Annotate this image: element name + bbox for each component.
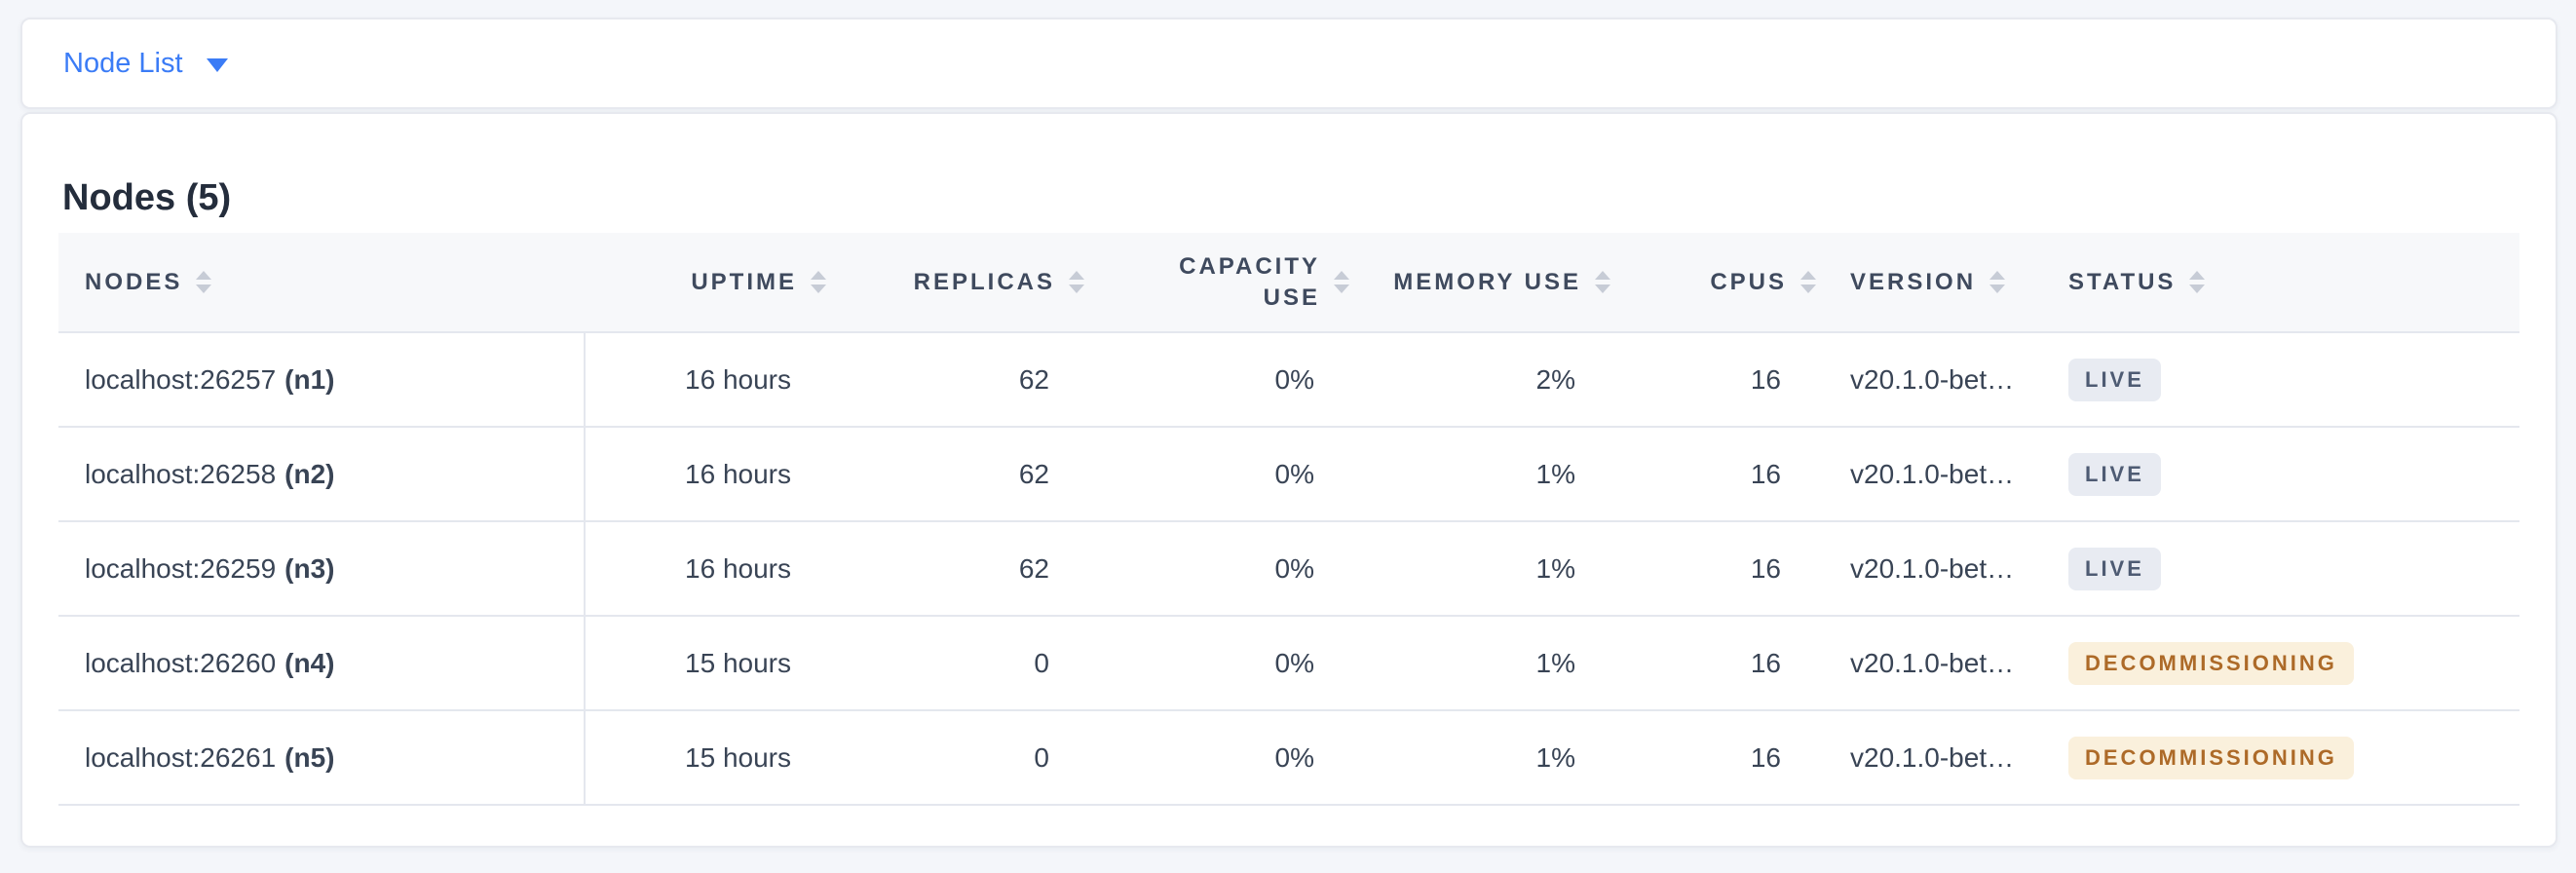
table-row[interactable]: localhost:26257 (n1) 16 hours 62 0% 2% 16… — [58, 332, 2519, 428]
cpus-value: 16 — [1610, 332, 1816, 428]
status-cell: LIVE — [2034, 332, 2519, 428]
capacity-use-value: 0% — [1084, 521, 1349, 617]
column-header-replicas[interactable]: Replicas — [826, 233, 1084, 333]
capacity-use-value: 0% — [1084, 710, 1349, 806]
node-list-dropdown-label: Node List — [63, 47, 183, 79]
table-row[interactable]: localhost:26260 (n4) 15 hours 0 0% 1% 16 … — [58, 616, 2519, 711]
status-cell: DECOMMISSIONING — [2034, 616, 2519, 711]
status-badge: DECOMMISSIONING — [2068, 736, 2354, 779]
column-header-status[interactable]: Status — [2034, 233, 2519, 333]
uptime-value: 15 hours — [585, 616, 826, 711]
node-link-cell[interactable]: localhost:26258 (n2) — [58, 427, 586, 522]
replicas-value: 0 — [826, 710, 1084, 806]
memory-use-value: 2% — [1349, 332, 1610, 428]
memory-use-value: 1% — [1349, 521, 1610, 617]
sort-icon — [1800, 271, 1816, 293]
column-header-memory-use[interactable]: Memory Use — [1349, 233, 1610, 333]
column-header-nodes[interactable]: Nodes — [58, 233, 585, 333]
node-address: localhost:26258 — [85, 458, 277, 489]
replicas-value: 62 — [826, 332, 1084, 428]
version-value: v20.1.0-bet… — [1816, 710, 2034, 806]
cpus-value: 16 — [1610, 616, 1816, 711]
version-value: v20.1.0-bet… — [1816, 616, 2034, 711]
column-header-label: Version — [1850, 268, 1977, 295]
column-header-version[interactable]: Version — [1816, 233, 2034, 333]
node-id: (n3) — [284, 552, 335, 584]
column-header-cpus[interactable]: CPUs — [1610, 233, 1816, 333]
chevron-down-icon — [206, 57, 228, 72]
cpus-value: 16 — [1610, 710, 1816, 806]
table-row[interactable]: localhost:26261 (n5) 15 hours 0 0% 1% 16 … — [58, 710, 2519, 806]
uptime-value: 16 hours — [585, 427, 826, 522]
column-header-label: CPUs — [1710, 268, 1787, 295]
sort-icon — [1989, 271, 2006, 293]
replicas-value: 0 — [826, 616, 1084, 711]
memory-use-value: 1% — [1349, 710, 1610, 806]
column-header-label: Nodes — [85, 268, 183, 295]
column-header-label: Replicas — [913, 268, 1055, 295]
column-header-uptime[interactable]: Uptime — [585, 233, 826, 333]
sort-icon — [811, 271, 826, 293]
node-link-cell[interactable]: localhost:26260 (n4) — [58, 616, 586, 711]
status-badge: LIVE — [2068, 547, 2161, 590]
status-cell: LIVE — [2034, 427, 2519, 522]
node-link-cell[interactable]: localhost:26257 (n1) — [58, 332, 586, 428]
sort-icon — [196, 271, 212, 293]
nodes-panel: Nodes (5) Nodes Uptime — [20, 112, 2557, 848]
nodes-table: Nodes Uptime Replicas — [58, 233, 2519, 806]
replicas-value: 62 — [826, 521, 1084, 617]
column-header-label: Memory Use — [1393, 268, 1581, 295]
node-address: localhost:26257 — [85, 363, 277, 395]
node-address: localhost:26260 — [85, 647, 277, 678]
memory-use-value: 1% — [1349, 616, 1610, 711]
capacity-use-value: 0% — [1084, 616, 1349, 711]
column-header-label: Uptime — [691, 268, 797, 295]
node-id: (n2) — [284, 458, 335, 489]
version-value: v20.1.0-bet… — [1816, 521, 2034, 617]
uptime-value: 15 hours — [585, 710, 826, 806]
table-row[interactable]: localhost:26258 (n2) 16 hours 62 0% 1% 16… — [58, 427, 2519, 522]
status-badge: LIVE — [2068, 358, 2161, 401]
column-header-label: Status — [2068, 268, 2177, 295]
node-link-cell[interactable]: localhost:26261 (n5) — [58, 710, 586, 806]
table-row[interactable]: localhost:26259 (n3) 16 hours 62 0% 1% 16… — [58, 521, 2519, 617]
node-link-cell[interactable]: localhost:26259 (n3) — [58, 521, 586, 617]
status-cell: LIVE — [2034, 521, 2519, 617]
cpus-value: 16 — [1610, 521, 1816, 617]
version-value: v20.1.0-bet… — [1816, 332, 2034, 428]
node-address: localhost:26261 — [85, 741, 277, 773]
status-badge: DECOMMISSIONING — [2068, 641, 2354, 685]
version-value: v20.1.0-bet… — [1816, 427, 2034, 522]
page-title: Nodes (5) — [62, 177, 232, 218]
memory-use-value: 1% — [1349, 427, 1610, 522]
table-header-row: Nodes Uptime Replicas — [58, 233, 2519, 333]
cpus-value: 16 — [1610, 427, 1816, 522]
sort-icon — [1595, 271, 1610, 293]
sort-icon — [1334, 271, 1349, 293]
status-badge: LIVE — [2068, 452, 2161, 496]
node-id: (n5) — [284, 741, 335, 773]
node-id: (n4) — [284, 647, 335, 678]
capacity-use-value: 0% — [1084, 332, 1349, 428]
uptime-value: 16 hours — [585, 521, 826, 617]
node-list-dropdown[interactable]: Node List — [63, 47, 228, 79]
sort-icon — [1069, 271, 1084, 293]
column-header-label: Capacity Use — [1179, 252, 1320, 311]
node-address: localhost:26259 — [85, 552, 277, 584]
status-cell: DECOMMISSIONING — [2034, 710, 2519, 806]
replicas-value: 62 — [826, 427, 1084, 522]
capacity-use-value: 0% — [1084, 427, 1349, 522]
node-id: (n1) — [284, 363, 335, 395]
column-header-capacity-use[interactable]: Capacity Use — [1084, 233, 1349, 333]
view-selector-bar: Node List — [20, 18, 2557, 109]
sort-icon — [2189, 271, 2206, 293]
uptime-value: 16 hours — [585, 332, 826, 428]
